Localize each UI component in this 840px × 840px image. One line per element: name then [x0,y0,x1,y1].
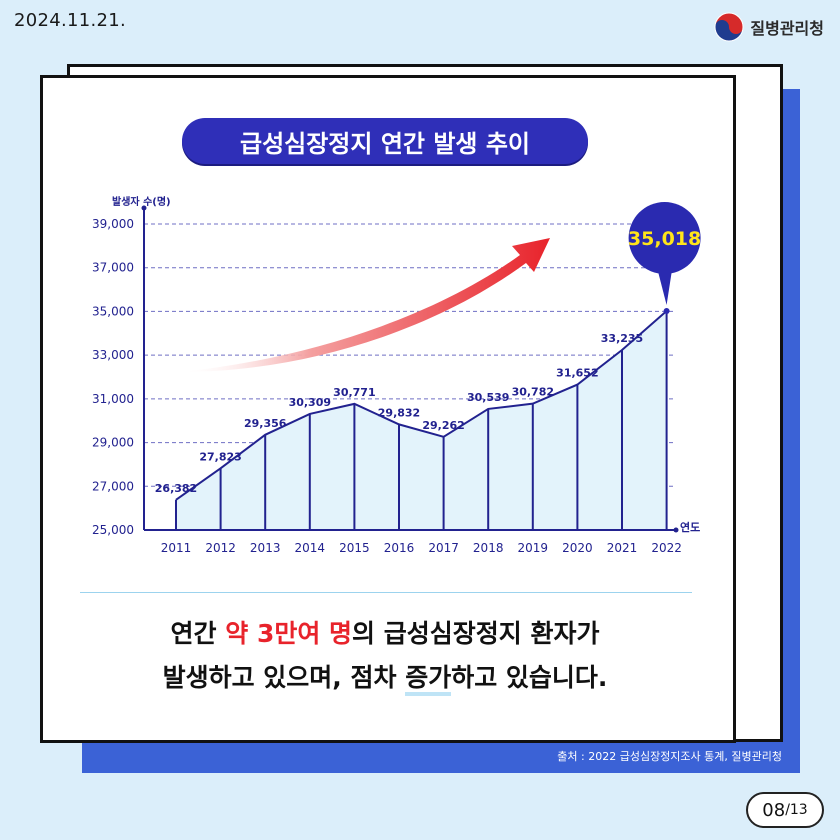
x-tick-label: 2022 [651,541,682,555]
x-axis-label: 연도 [680,520,700,534]
trend-arrow-icon [180,238,550,372]
x-tick-label: 2017 [428,541,459,555]
y-tick-label: 27,000 [92,479,134,493]
y-tick-label: 35,000 [92,304,134,318]
y-axis-label: 발생자 수(명) [112,195,171,208]
caption-text: 의 급성심장정지 환자가 [352,619,600,648]
chart-title: 급성심장정지 연간 발생 추이 [182,118,588,164]
y-tick-label: 31,000 [92,392,134,406]
data-label: 31,652 [556,367,598,380]
x-tick-label: 2020 [562,541,593,555]
x-tick-label: 2015 [339,541,370,555]
org-logo: 질병관리청 [714,12,824,42]
source-note: 출처 : 2022 급성심장정지조사 통계, 질병관리청 [557,750,782,763]
data-label: 29,356 [244,417,287,430]
y-axis-end-dot [141,205,147,211]
caption: 연간 약 3만여 명의 급성심장정지 환자가 발생하고 있으며, 점차 증가하고… [60,612,710,700]
data-label: 29,832 [378,406,420,419]
data-label: 30,309 [289,396,331,409]
x-tick-label: 2018 [473,541,504,555]
series-line [175,310,668,501]
data-label: 33,235 [601,332,643,345]
caption-highlight: 약 3만여 명 [225,619,353,648]
y-tick-label: 25,000 [92,523,134,537]
data-label: 29,262 [422,419,464,432]
caption-underline: 증가 [405,663,452,696]
y-tick-label: 39,000 [92,217,134,231]
chart-area-fill [176,311,667,530]
page-current: 08 [762,799,786,821]
taegeuk-logo-icon [714,12,744,42]
y-tick-label: 33,000 [92,348,134,362]
divider [80,592,692,593]
data-label: 30,771 [333,386,375,399]
caption-text: 하고 있습니다. [451,663,608,692]
x-tick-label: 2016 [384,541,415,555]
x-tick-label: 2013 [250,541,281,555]
highlight-bubble [628,202,701,274]
page-total: /13 [785,802,808,818]
data-label: 30,782 [512,386,554,399]
page-indicator: 08/13 [746,792,824,828]
caption-text: 발생하고 있으며, 점차 [162,663,406,692]
caption-line-2: 발생하고 있으며, 점차 증가하고 있습니다. [60,656,710,700]
caption-text: 연간 [170,619,226,648]
y-tick-label: 37,000 [92,261,134,275]
x-tick-label: 2019 [518,541,549,555]
x-tick-label: 2014 [295,541,326,555]
x-tick-label: 2012 [205,541,236,555]
highlight-pointer [656,266,673,306]
x-axis-end-dot [673,527,679,533]
x-tick-label: 2021 [607,541,638,555]
y-tick-label: 29,000 [92,436,134,450]
data-label: 26,382 [155,482,197,495]
org-name: 질병관리청 [750,19,824,38]
publish-date: 2024.11.21. [14,10,127,31]
highlight-value: 35,018 [628,228,701,250]
x-tick-label: 2011 [161,541,192,555]
data-label: 27,823 [199,450,241,463]
caption-line-1: 연간 약 3만여 명의 급성심장정지 환자가 [60,612,710,656]
highlight-dot [663,308,670,315]
data-label: 30,539 [467,391,509,404]
